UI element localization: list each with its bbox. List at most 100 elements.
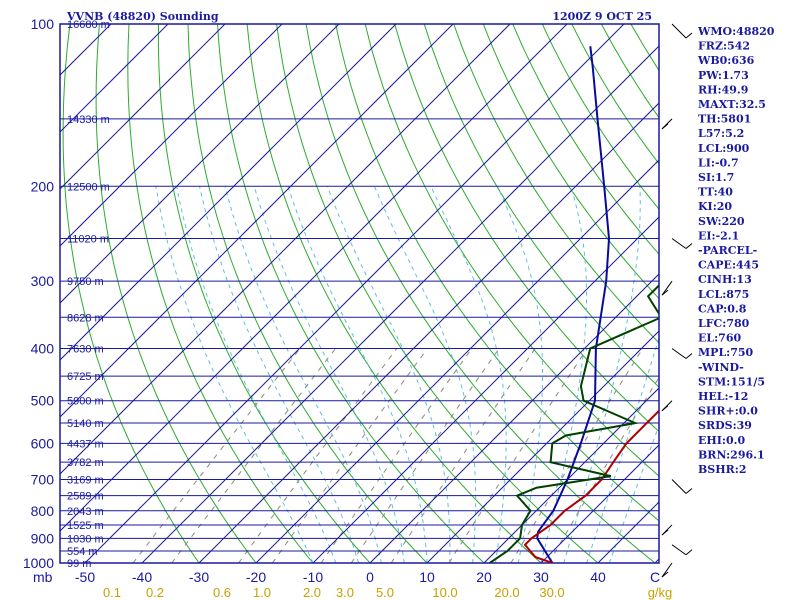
index-label: L57:5.2 bbox=[698, 127, 744, 140]
index-label: LCL:875 bbox=[698, 288, 749, 301]
index-label: CAP:0.8 bbox=[698, 302, 747, 315]
height-label: 3169 m bbox=[67, 475, 104, 487]
mixing-ratio-tick-label: g/kg bbox=[648, 585, 673, 600]
parcel-profile-line bbox=[536, 46, 611, 563]
moist-adiabat bbox=[586, 336, 659, 563]
pressure-tick-label: 300 bbox=[31, 273, 55, 289]
mixing-ratio-tick-label: 3.0 bbox=[336, 585, 354, 600]
moist-adiabat bbox=[608, 424, 659, 563]
pressure-tick-label: 800 bbox=[31, 503, 55, 519]
wind-barb bbox=[671, 23, 693, 39]
isotherm bbox=[60, 24, 511, 475]
moist-adiabat bbox=[373, 186, 477, 563]
index-label: KI:20 bbox=[698, 200, 732, 213]
wind-barb bbox=[661, 118, 673, 130]
index-label: MPL:750 bbox=[698, 346, 754, 359]
isotherm bbox=[60, 24, 283, 247]
temperature-tick-label: 10 bbox=[419, 569, 435, 585]
chart-title-right: 1200Z 9 OCT 25 bbox=[552, 10, 652, 23]
height-label: 16680 m bbox=[67, 19, 110, 31]
index-label: SRDS:39 bbox=[698, 419, 752, 432]
isotherm bbox=[60, 24, 169, 133]
index-label: HEL:-12 bbox=[698, 390, 748, 403]
moist-adiabat bbox=[563, 186, 641, 563]
height-label: 2589 m bbox=[67, 491, 104, 503]
isotherm bbox=[60, 24, 340, 304]
dry-adiabat bbox=[187, 24, 428, 563]
isotherm bbox=[60, 24, 226, 190]
height-label: 3782 m bbox=[67, 457, 104, 469]
height-label: 1525 m bbox=[67, 520, 104, 532]
dry-adiabat bbox=[305, 24, 656, 563]
index-label: SHR+:0.0 bbox=[698, 405, 758, 418]
index-label: CINH:13 bbox=[698, 273, 752, 286]
dry-adiabat bbox=[276, 24, 599, 563]
mixing-ratio-tick-label: 30.0 bbox=[539, 585, 564, 600]
wind-barb bbox=[661, 280, 673, 296]
moist-adiabat bbox=[287, 186, 428, 563]
index-label: -PARCEL- bbox=[698, 244, 757, 257]
index-label: FRZ:542 bbox=[698, 40, 750, 53]
index-label: MAXT:32.5 bbox=[698, 98, 766, 111]
index-label: SI:1.7 bbox=[698, 171, 734, 184]
temperature-tick-label: -10 bbox=[303, 569, 323, 585]
isotherm bbox=[255, 159, 659, 563]
index-label: CAPE:445 bbox=[698, 259, 759, 272]
height-label: 14330 m bbox=[67, 114, 110, 126]
height-label: 99 m bbox=[67, 558, 91, 570]
height-label: 12500 m bbox=[67, 181, 110, 193]
mixing-ratio-line bbox=[548, 376, 659, 563]
dry-adiabats bbox=[62, 24, 800, 563]
dry-adiabat bbox=[157, 24, 371, 563]
index-label: PW:1.73 bbox=[698, 69, 749, 82]
mixing-ratio-tick-label: 0.1 bbox=[103, 585, 121, 600]
wind-barb bbox=[671, 544, 693, 556]
temperature-tick-label: 30 bbox=[533, 569, 549, 585]
height-label: 554 m bbox=[67, 546, 98, 558]
mixing-ratio-tick-label: 5.0 bbox=[376, 585, 394, 600]
pressure-tick-label: 1000 bbox=[23, 555, 54, 571]
index-label: LFC:780 bbox=[698, 317, 750, 330]
temperature-tick-label: -20 bbox=[246, 569, 266, 585]
isotherm bbox=[540, 444, 659, 563]
wind-barb bbox=[661, 562, 673, 578]
pressure-tick-label: 400 bbox=[31, 341, 55, 357]
pressure-tick-label: 600 bbox=[31, 435, 55, 451]
pressure-tick-label: 500 bbox=[31, 393, 55, 409]
temperature-tick-label: -50 bbox=[75, 569, 95, 585]
height-label: 7630 m bbox=[67, 344, 104, 356]
wind-barb bbox=[661, 524, 673, 536]
pressure-tick-label: 200 bbox=[31, 178, 55, 194]
wind-barb bbox=[671, 238, 693, 249]
wind-barbs bbox=[661, 23, 693, 578]
mixing-ratio-line bbox=[271, 348, 428, 563]
index-label: WMO:48820 bbox=[697, 25, 775, 38]
mixing-ratio-line bbox=[390, 348, 536, 563]
moist-adiabat bbox=[326, 186, 451, 563]
dry-adiabat bbox=[779, 24, 800, 563]
mixing-ratio-tick-label: 2.0 bbox=[303, 585, 321, 600]
profiles bbox=[489, 46, 659, 563]
mixing-ratio-tick-label: 1.0 bbox=[253, 585, 271, 600]
index-label: EI:-2.1 bbox=[698, 229, 739, 242]
moist-adiabat bbox=[540, 186, 587, 563]
index-label: TT:40 bbox=[698, 186, 733, 199]
temperature-tick-label: 40 bbox=[590, 569, 606, 585]
index-label: LI:-0.7 bbox=[698, 156, 739, 169]
moist-adiabat bbox=[224, 186, 382, 563]
height-label: 8628 m bbox=[67, 312, 104, 324]
pressure-tick-label: 900 bbox=[31, 530, 55, 546]
pressure-unit-label: mb bbox=[33, 569, 53, 585]
index-label: STM:151/5 bbox=[698, 375, 765, 388]
mixing-ratio-tick-label: 20.0 bbox=[494, 585, 519, 600]
isotherm bbox=[483, 387, 659, 563]
height-label: 9750 m bbox=[67, 276, 104, 288]
mixing-ratio-line bbox=[132, 348, 301, 563]
isotherm bbox=[141, 45, 659, 563]
index-label: BSHR:2 bbox=[698, 463, 747, 476]
index-label: TH:5801 bbox=[698, 113, 751, 126]
temperature-tick-label: -30 bbox=[189, 569, 209, 585]
index-label: -WIND- bbox=[698, 361, 744, 374]
